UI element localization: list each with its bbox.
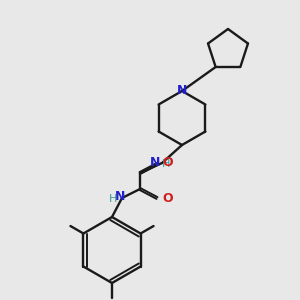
Text: H: H	[109, 194, 117, 204]
Text: N: N	[177, 85, 187, 98]
Text: N: N	[150, 157, 160, 169]
Text: O: O	[162, 157, 172, 169]
Text: O: O	[162, 191, 172, 205]
Text: N: N	[115, 190, 125, 203]
Text: H: H	[162, 159, 170, 169]
